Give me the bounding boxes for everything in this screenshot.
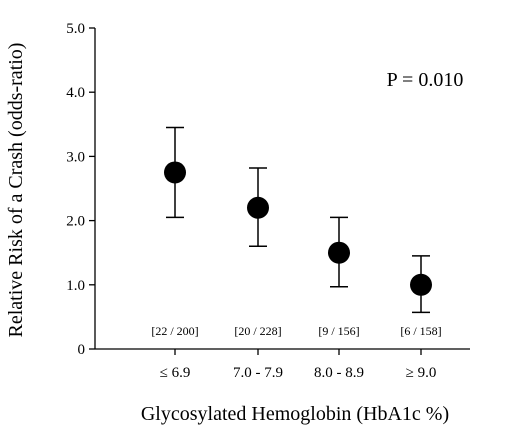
count-labels: [22 / 200] [20 / 228] [9 / 156] [6 / 158] [151,324,441,338]
x-ticks: ≤ 6.9 7.0 - 7.9 8.0 - 8.9 ≥ 9.0 [160,349,437,381]
p-value-annotation: P = 0.010 [387,69,464,91]
count-label: [20 / 228] [234,324,281,338]
count-label: [6 / 158] [400,324,441,338]
y-tick-label: 0 [78,342,86,358]
x-axis-title: Glycosylated Hemoglobin (HbA1c %) [141,403,449,425]
error-bars [166,126,430,314]
y-axis-title: Relative Risk of a Crash (odds-ratio) [5,43,27,338]
y-tick-label: 2.0 [66,214,85,230]
y-tick-label: 1.0 [66,278,85,294]
y-tick-label: 5.0 [66,21,85,37]
x-tick-label: 8.0 - 8.9 [314,365,364,381]
x-tick-label: ≥ 9.0 [406,365,437,381]
data-point [247,196,269,219]
data-points [164,161,432,296]
y-tick-label: 3.0 [66,149,85,165]
data-point [328,241,350,264]
count-label: [9 / 156] [318,324,359,338]
x-tick-label: ≤ 6.9 [160,365,191,381]
y-tick-label: 4.0 [66,85,85,101]
y-ticks: 0 1.0 2.0 3.0 4.0 5.0 [66,21,95,358]
count-label: [22 / 200] [151,324,198,338]
data-point [164,161,186,184]
x-tick-label: 7.0 - 7.9 [233,365,283,381]
data-point [410,273,432,296]
